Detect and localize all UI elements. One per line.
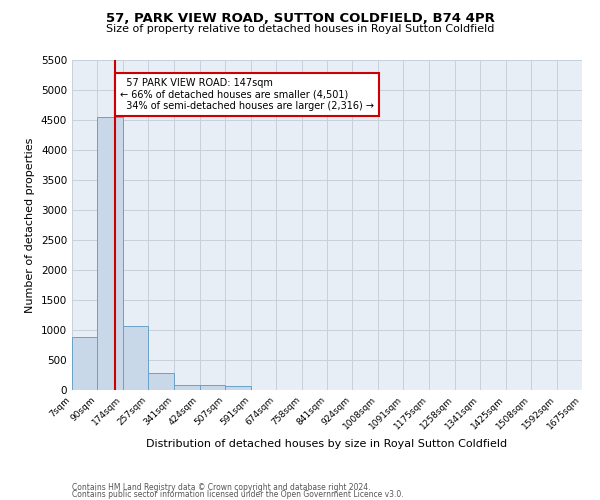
Text: Size of property relative to detached houses in Royal Sutton Coldfield: Size of property relative to detached ho… xyxy=(106,24,494,34)
Bar xyxy=(225,386,251,390)
Bar xyxy=(72,337,97,390)
X-axis label: Distribution of detached houses by size in Royal Sutton Coldfield: Distribution of detached houses by size … xyxy=(146,440,508,450)
Bar xyxy=(174,384,199,390)
Text: 57 PARK VIEW ROAD: 147sqm
← 66% of detached houses are smaller (4,501)
  34% of : 57 PARK VIEW ROAD: 147sqm ← 66% of detac… xyxy=(121,78,374,111)
Text: 57, PARK VIEW ROAD, SUTTON COLDFIELD, B74 4PR: 57, PARK VIEW ROAD, SUTTON COLDFIELD, B7… xyxy=(106,12,494,26)
Text: Contains HM Land Registry data © Crown copyright and database right 2024.: Contains HM Land Registry data © Crown c… xyxy=(72,484,371,492)
Bar xyxy=(97,117,123,390)
Text: Contains public sector information licensed under the Open Government Licence v3: Contains public sector information licen… xyxy=(72,490,404,499)
Bar xyxy=(123,326,148,390)
Bar xyxy=(148,372,174,390)
Y-axis label: Number of detached properties: Number of detached properties xyxy=(25,138,35,312)
Bar xyxy=(199,385,225,390)
